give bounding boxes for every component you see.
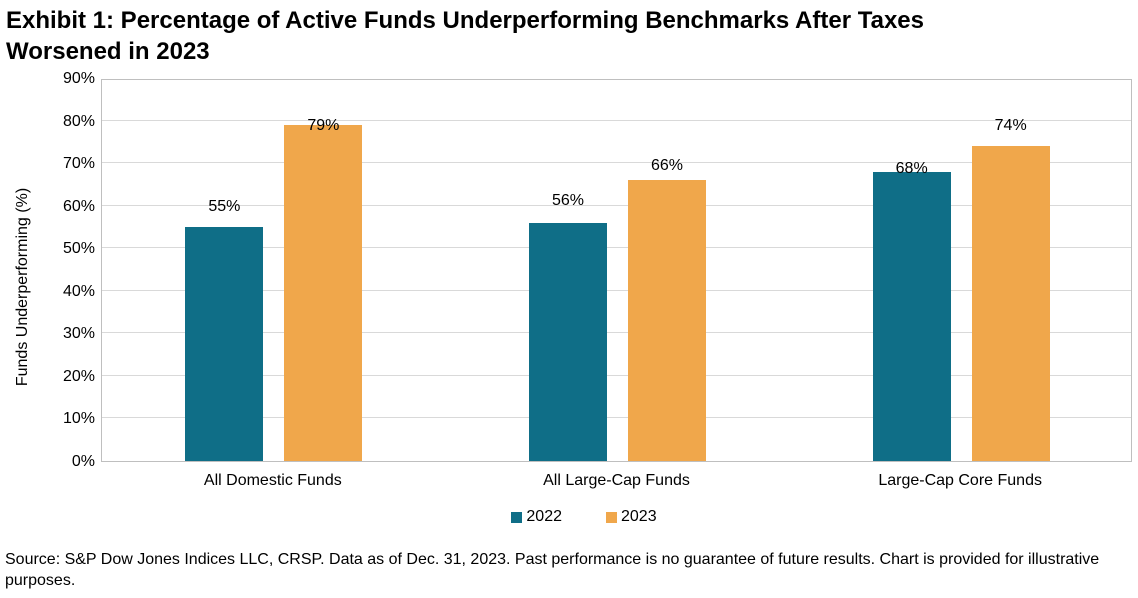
category-label-2: Large-Cap Core Funds — [878, 472, 1042, 489]
bar-2022-all-domestic-funds — [185, 226, 264, 461]
bar-2023-all-domestic-funds — [284, 124, 363, 461]
category-label-1: All Large-Cap Funds — [543, 472, 690, 489]
legend-label-2023: 2023 — [621, 508, 657, 525]
y-tick-label-60: 60% — [62, 197, 95, 215]
y-tick-label-20: 20% — [62, 367, 95, 385]
gridline-60 — [102, 204, 1131, 206]
y-tick-label-40: 40% — [62, 282, 95, 300]
gridline-80 — [102, 119, 1131, 121]
value-label-2022-2: 68% — [895, 159, 928, 177]
plot-area: 55% 79% 56% 66% 68% 74% — [101, 79, 1132, 462]
gridline-40 — [102, 289, 1131, 291]
gridline-30 — [102, 332, 1131, 334]
bar-2023-all-large-cap-funds — [628, 180, 706, 461]
y-tick-label-80: 80% — [62, 112, 95, 130]
chart-title: Exhibit 1: Percentage of Active Funds Un… — [6, 5, 924, 67]
y-tick-label-30: 30% — [62, 325, 95, 343]
legend-item-2022: 2022 — [511, 508, 562, 526]
value-label-2022-1: 56% — [551, 191, 585, 209]
value-label-2023-1: 66% — [650, 157, 684, 175]
gridline-10 — [102, 417, 1131, 419]
value-label-2023-2: 74% — [994, 117, 1027, 135]
y-tick-label-50: 50% — [62, 240, 95, 258]
gridline-20 — [102, 374, 1131, 376]
chart-title-line2: Worsened in 2023 — [6, 38, 210, 65]
legend-swatch-2022 — [511, 511, 523, 523]
legend-swatch-2023 — [606, 511, 617, 523]
chart-title-line1: Exhibit 1: Percentage of Active Funds Un… — [6, 7, 924, 34]
y-tick-label-90: 90% — [62, 70, 95, 87]
legend-label-2022: 2022 — [526, 508, 562, 525]
bar-2022-all-large-cap-funds — [529, 222, 607, 461]
y-tick-label-70: 70% — [62, 155, 95, 173]
value-label-2023-0: 79% — [307, 116, 340, 134]
y-tick-label-0: 0% — [71, 453, 95, 470]
bar-2023-large-cap-core-funds — [971, 146, 1050, 461]
y-tick-label-10: 10% — [62, 410, 95, 428]
category-label-0: All Domestic Funds — [203, 472, 342, 489]
value-label-2022-0: 55% — [208, 197, 241, 215]
bar-2022-large-cap-core-funds — [872, 171, 951, 461]
source-note: Source: S&P Dow Jones Indices LLC, CRSP.… — [5, 551, 1100, 589]
gridline-50 — [102, 247, 1131, 249]
y-axis-title: Funds Underperforming (%) — [14, 187, 31, 387]
legend-item-2023: 2023 — [606, 508, 657, 526]
legend: 2022 2023 — [15, 508, 1138, 526]
gridline-70 — [102, 162, 1131, 164]
